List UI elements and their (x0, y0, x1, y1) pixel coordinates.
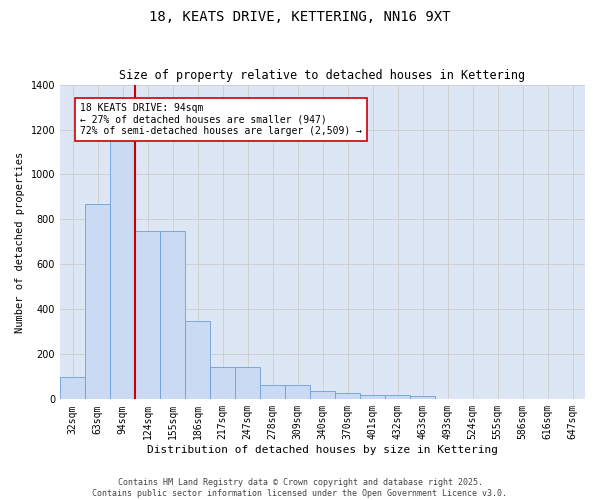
Bar (85, 204, 110, 400)
Bar (410, 396, 435, 400)
Bar (210, 366, 235, 400)
Text: 18, KEATS DRIVE, KETTERING, NN16 9XT: 18, KEATS DRIVE, KETTERING, NN16 9XT (149, 10, 451, 24)
Bar (285, 384, 310, 400)
Bar (160, 230, 185, 400)
Bar (310, 392, 335, 400)
Bar (185, 320, 210, 400)
Bar (110, 140, 135, 400)
Bar (135, 230, 160, 400)
X-axis label: Distribution of detached houses by size in Kettering: Distribution of detached houses by size … (147, 445, 498, 455)
Bar (60, 377, 85, 400)
Bar (385, 395, 410, 400)
Text: Contains HM Land Registry data © Crown copyright and database right 2025.
Contai: Contains HM Land Registry data © Crown c… (92, 478, 508, 498)
Title: Size of property relative to detached houses in Kettering: Size of property relative to detached ho… (119, 69, 526, 82)
Bar (235, 366, 260, 400)
Bar (260, 384, 285, 400)
Text: 18 KEATS DRIVE: 94sqm
← 27% of detached houses are smaller (947)
72% of semi-det: 18 KEATS DRIVE: 94sqm ← 27% of detached … (80, 102, 362, 136)
Bar (335, 392, 360, 400)
Bar (360, 395, 385, 400)
Y-axis label: Number of detached properties: Number of detached properties (15, 152, 25, 332)
